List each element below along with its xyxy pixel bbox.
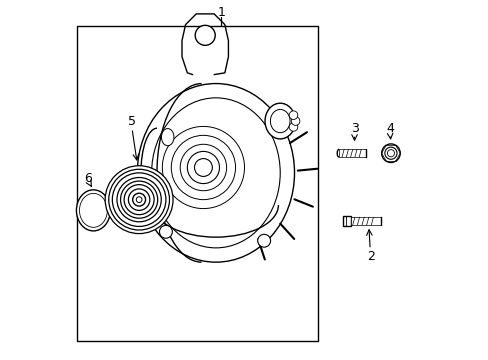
Ellipse shape: [137, 84, 294, 262]
Text: 1: 1: [217, 6, 225, 19]
Ellipse shape: [270, 109, 289, 133]
Circle shape: [257, 234, 270, 247]
Circle shape: [128, 189, 149, 210]
Text: 6: 6: [84, 172, 92, 185]
Bar: [77, 26, 317, 341]
Circle shape: [291, 117, 299, 125]
Ellipse shape: [80, 193, 107, 227]
Circle shape: [105, 166, 173, 234]
Circle shape: [112, 173, 165, 226]
Text: 4: 4: [386, 122, 393, 135]
Circle shape: [386, 150, 394, 157]
Ellipse shape: [161, 129, 174, 146]
Ellipse shape: [76, 190, 110, 231]
Circle shape: [381, 144, 400, 162]
Circle shape: [159, 225, 172, 238]
Circle shape: [117, 177, 161, 222]
Circle shape: [195, 25, 215, 45]
Bar: [350, 217, 380, 225]
Circle shape: [124, 185, 154, 215]
Circle shape: [136, 197, 142, 203]
Circle shape: [384, 147, 396, 159]
Circle shape: [187, 152, 219, 184]
Ellipse shape: [151, 98, 280, 248]
Circle shape: [288, 123, 297, 131]
Text: 2: 2: [366, 250, 374, 263]
Circle shape: [194, 158, 212, 176]
Bar: [342, 216, 350, 226]
Circle shape: [121, 181, 157, 218]
Circle shape: [108, 169, 169, 230]
Circle shape: [288, 111, 297, 120]
Circle shape: [132, 193, 145, 206]
Text: 3: 3: [350, 122, 358, 135]
Ellipse shape: [264, 103, 295, 139]
Bar: [339, 149, 365, 157]
Text: 5: 5: [128, 114, 136, 127]
